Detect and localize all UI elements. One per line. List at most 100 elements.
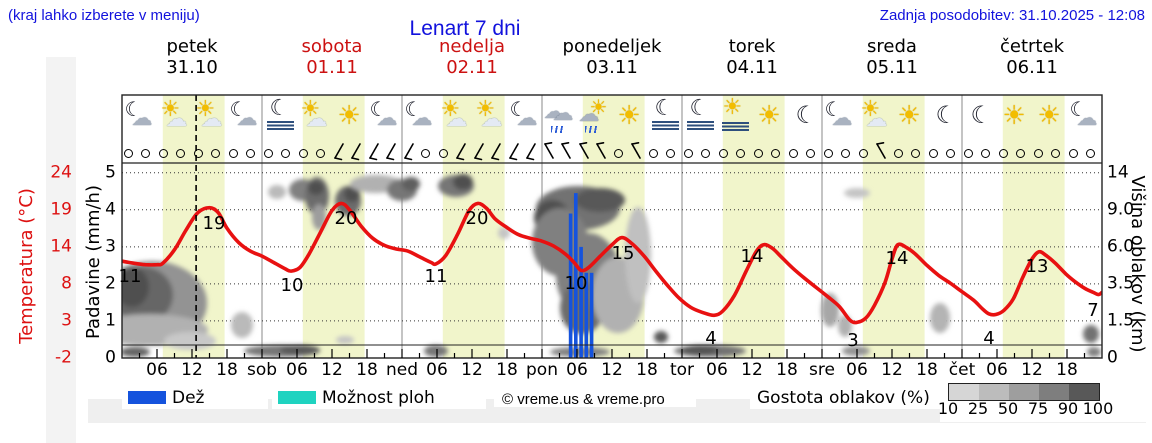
wind-calm-icon	[823, 149, 833, 158]
wind-barb-icon	[508, 143, 519, 161]
wind-barb-icon	[876, 142, 886, 159]
temp-tick: 24	[50, 162, 72, 183]
density-swatch	[1069, 384, 1099, 400]
wind-calm-icon	[246, 149, 255, 158]
wind-calm-icon	[141, 149, 150, 158]
day-date: 04.11	[726, 57, 778, 78]
hour-tick: 18	[1056, 360, 1078, 380]
temp-tick: 3	[61, 310, 72, 331]
precip-tick: 5	[105, 162, 116, 183]
night-cloud-icon: ☾ ☁	[403, 99, 438, 139]
moon-glyph: ☾	[654, 96, 675, 121]
cloud-height-tick: 9.0	[1107, 199, 1135, 220]
sun-icon: ☀	[613, 99, 648, 139]
temp-tick: 19	[50, 199, 72, 220]
night-clear-icon: ☾	[928, 99, 963, 139]
precip-tick: 1	[105, 310, 116, 331]
fog-lines	[721, 122, 749, 131]
cloud-height-tick: 3.5	[1107, 273, 1135, 294]
temperature-value: 3	[847, 330, 859, 351]
wind-calm-icon	[981, 149, 990, 158]
showers-swatch	[278, 391, 316, 404]
night-cloud-icon: ☾ ☁	[123, 99, 158, 139]
wind-calm-icon	[1033, 149, 1043, 158]
cloudg-glyph: ☁	[236, 106, 258, 130]
sun-glyph: ☀	[475, 97, 496, 122]
temp-tick: -2	[55, 347, 72, 368]
day-abbrev-tick: tor	[669, 360, 695, 380]
wind-calm-icon	[753, 149, 763, 158]
night-clear-icon: ☾	[788, 99, 823, 139]
sun-glyph: ☀	[160, 97, 181, 122]
wind-calm-icon	[263, 149, 273, 158]
hour-tick: 06	[146, 360, 168, 380]
cloudg-glyph: ☁	[516, 106, 538, 130]
cloudg-glyph: ☁	[578, 102, 600, 126]
day-name: petek	[166, 36, 218, 57]
moon-glyph: ☾	[124, 97, 143, 121]
night-fog-icon: ☾	[648, 96, 683, 139]
wind-calm-icon	[228, 149, 238, 158]
temperature-value: 10	[280, 275, 304, 296]
sun-cloud-icon: ☀ ☁	[473, 99, 508, 139]
wind-calm-icon	[701, 149, 710, 158]
day-abbrev-tick: čet	[948, 360, 976, 380]
wind-calm-icon	[421, 149, 430, 158]
hour-tick: 06	[846, 360, 868, 380]
day-date: 02.11	[446, 57, 498, 78]
temperature-value: 4	[983, 328, 995, 349]
cloudg-glyph: ☁	[131, 106, 153, 130]
hour-tick: 12	[741, 360, 763, 380]
cloudw-glyph: ☁	[445, 107, 468, 132]
temp-axis-label: Temperatura (°C)	[16, 188, 37, 344]
sun-glyph: ☀	[195, 97, 216, 122]
moon-glyph: ☾	[269, 96, 290, 121]
cloudg-glyph: ☁	[1076, 106, 1098, 130]
rain-drops	[584, 126, 599, 133]
wind-calm-icon	[648, 149, 658, 158]
moon-glyph: ☾	[795, 101, 818, 129]
hour-tick: 06	[986, 360, 1008, 380]
hour-tick: 18	[216, 360, 238, 380]
day-date: 01.11	[306, 57, 358, 78]
wind-calm-icon	[123, 149, 133, 158]
showers-label: Možnost ploh	[322, 388, 435, 408]
wind-calm-icon	[788, 149, 798, 158]
fog-lines	[651, 121, 679, 130]
temperature-value: 11	[118, 266, 142, 287]
wind-calm-icon	[1086, 149, 1095, 158]
cloudg-glyph: ☁	[376, 106, 398, 130]
wind-calm-icon	[928, 149, 938, 158]
night-cloud-icon: ☾ ☁	[508, 99, 543, 139]
day-date: 06.11	[1006, 57, 1058, 78]
density-swatch	[949, 384, 979, 400]
day-name: sobota	[301, 36, 363, 57]
day-name: torek	[728, 36, 776, 57]
sun-glyph: ☀	[300, 97, 321, 122]
day-date: 03.11	[586, 57, 638, 78]
day-abbrev-tick: ned	[385, 360, 419, 380]
wind-calm-icon	[211, 149, 220, 158]
precip-tick: 0	[105, 347, 116, 368]
moon-glyph: ☾	[229, 97, 248, 121]
cloud-height-tick: 14	[1107, 162, 1129, 183]
temperature-value: 14	[885, 248, 909, 269]
temperature-value: 4	[705, 328, 717, 349]
night-cloud-icon: ☾ ☁	[823, 99, 858, 139]
day-abbrev-tick: sre	[809, 360, 835, 380]
hour-tick: 12	[461, 360, 483, 380]
wind-calm-icon	[911, 149, 920, 158]
wind-barb-icon	[561, 142, 571, 159]
temp-tick: 8	[61, 273, 72, 294]
wind-calm-icon	[666, 149, 675, 158]
density-tick: 10	[937, 399, 959, 418]
wind-calm-icon	[998, 149, 1008, 158]
wind-calm-icon	[1016, 149, 1025, 158]
sun-icon: ☀	[1033, 99, 1068, 139]
copyright-link[interactable]: © vreme.us & vreme.pro	[502, 391, 665, 408]
wind-barb-icon	[631, 142, 641, 159]
moon-glyph: ☾	[935, 101, 958, 129]
fog-lines	[266, 121, 294, 130]
hour-tick: 12	[1021, 360, 1043, 380]
